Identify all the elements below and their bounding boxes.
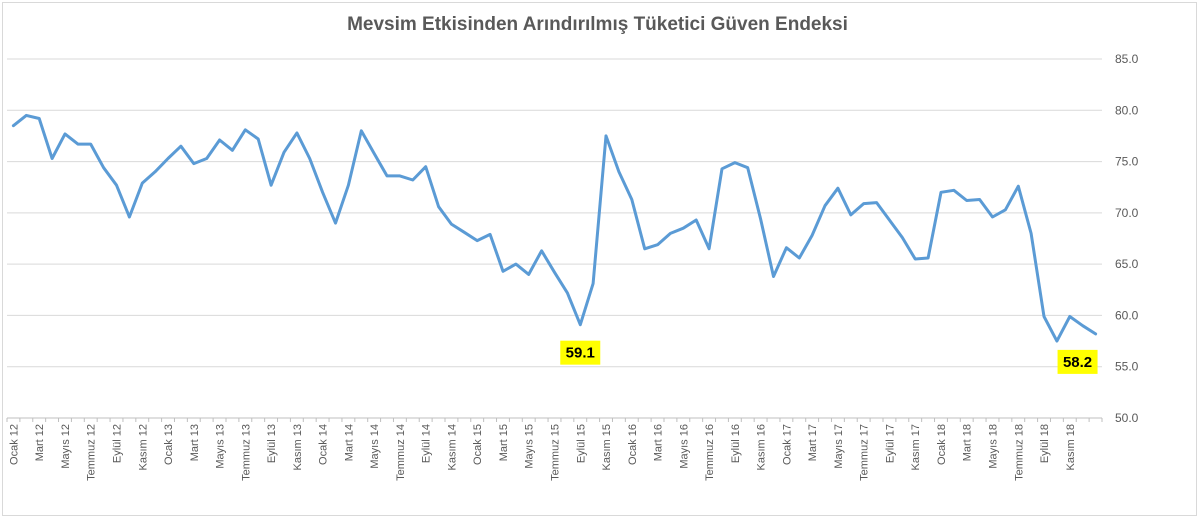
series-line (11, 113, 1098, 343)
x-tick-label: Eylül 14 (421, 424, 433, 463)
y-tick-label: 85.0 (1115, 52, 1139, 66)
y-tick-label: 70.0 (1115, 206, 1139, 220)
x-tick-label: Ocak 13 (163, 424, 175, 465)
y-tick-label: 60.0 (1115, 308, 1139, 322)
x-tick-label: Mayıs 17 (833, 424, 845, 469)
x-tick-label: Mayıs 13 (215, 424, 227, 469)
x-tick-label: Temmuz 16 (704, 424, 716, 481)
x-tick-label: Eylül 17 (884, 424, 896, 463)
gridlines (7, 58, 1102, 368)
data-label: 59.1 (566, 345, 595, 362)
x-tick-label: Mart 12 (34, 424, 46, 461)
x-tick-label: Ocak 15 (472, 424, 484, 465)
x-tick-label: Ocak 12 (8, 424, 20, 465)
y-tick-label: 55.0 (1115, 360, 1139, 374)
x-tick-label: Mayıs 12 (60, 424, 72, 469)
x-tick-label: Mart 16 (653, 424, 665, 461)
x-tick-label: Ocak 18 (936, 424, 948, 465)
callout-box (1057, 349, 1098, 374)
x-tick-label: Eylül 15 (575, 424, 587, 463)
x-tick-label: Temmuz 12 (86, 424, 98, 481)
x-tick-label: Mayıs 15 (524, 424, 536, 469)
x-tick-label: Mart 14 (343, 424, 355, 461)
y-tick-label: 65.0 (1115, 257, 1139, 271)
x-tick-label: Kasım 13 (292, 424, 304, 470)
data-series (11, 113, 1098, 343)
x-tick-label: Ocak 14 (318, 424, 330, 465)
x-tick-label: Temmuz 15 (550, 424, 562, 481)
x-tick-label: Kasım 16 (756, 424, 768, 470)
x-tick-label: Eylül 18 (1039, 424, 1051, 463)
x-tick-label: Ocak 17 (781, 424, 793, 465)
data-label: 58.2 (1063, 354, 1092, 371)
y-tick-label: 75.0 (1115, 155, 1139, 169)
x-tick-label: Mayıs 14 (369, 424, 381, 469)
x-tick-label: Kasım 15 (601, 424, 613, 470)
x-tick-label: Mayıs 16 (678, 424, 690, 469)
x-tick-label: Kasım 12 (137, 424, 149, 470)
x-tick-label: Ocak 16 (627, 424, 639, 465)
x-tick-label: Eylül 12 (112, 424, 124, 463)
x-tick-label: Eylül 13 (266, 424, 278, 463)
x-tick-label: Temmuz 14 (395, 424, 407, 481)
callout-box (560, 340, 601, 365)
callouts: 59.1 58.2 (560, 340, 1098, 374)
y-tick-label: 80.0 (1115, 103, 1139, 117)
x-tick-label: Mayıs 18 (988, 424, 1000, 469)
x-tick-label: Mart 13 (189, 424, 201, 461)
x-tick-label: Temmuz 13 (240, 424, 252, 481)
y-axis-tick-labels: 50.0 55.0 60.0 65.0 70.0 75.0 80.0 85.0 (1115, 52, 1139, 425)
chart-title: Mevsim Etkisinden Arındırılmış Tüketici … (347, 14, 848, 35)
x-tick-label: Eylül 16 (730, 424, 742, 463)
x-tick-label: Kasım 17 (910, 424, 922, 470)
x-tick-label: Temmuz 18 (1013, 424, 1025, 481)
x-tick-label: Kasım 18 (1065, 424, 1077, 470)
x-tick-label: Mart 17 (807, 424, 819, 461)
x-tick-label: Temmuz 17 (859, 424, 871, 481)
x-tick-label: Mart 18 (962, 424, 974, 461)
y-tick-label: 50.0 (1115, 411, 1139, 425)
x-axis: Ocak 12 Mart 12 Mayıs 12 Temmuz 12 Eylül 12 K… (6, 417, 1103, 481)
x-tick-label: Kasım 14 (446, 424, 458, 470)
x-tick-label: Mart 15 (498, 424, 510, 461)
